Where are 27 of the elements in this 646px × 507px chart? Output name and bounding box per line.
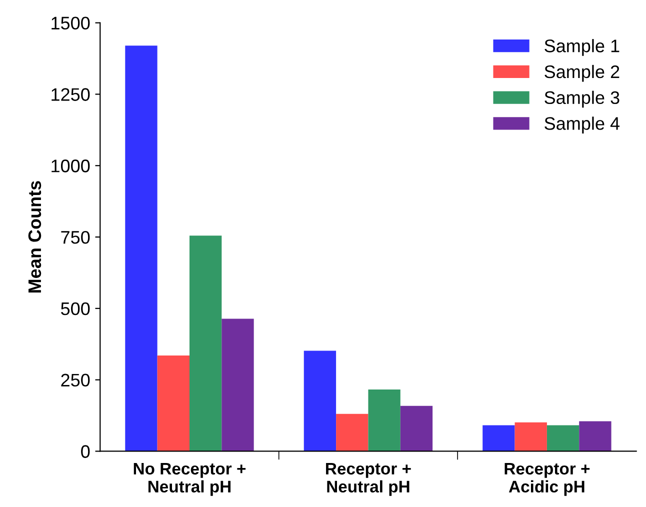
x-tick-label: No Receptor + Neutral pH: [134, 462, 246, 496]
bar: [336, 414, 368, 452]
y-tick-label: 750: [61, 230, 90, 244]
bar: [304, 350, 336, 452]
y-axis-title: Mean Counts: [28, 181, 42, 292]
bar: [125, 46, 158, 452]
bar: [222, 318, 254, 452]
bar: [368, 390, 400, 452]
bar: [482, 425, 515, 452]
y-tick-label: 500: [61, 302, 90, 316]
legend-label: Sample 1: [544, 39, 620, 56]
bar: [157, 356, 190, 452]
legend-label: Sample 3: [544, 90, 620, 108]
bar: [400, 406, 433, 452]
bar: [189, 236, 222, 452]
bar: [579, 421, 612, 452]
y-tick-label: 1000: [52, 160, 90, 172]
y-tick-label: 0: [81, 445, 90, 458]
bar: [514, 422, 547, 452]
x-tick-label: Receptor + Neutral pH: [326, 462, 411, 496]
bar: [546, 425, 580, 452]
legend-label: Sample 4: [544, 116, 620, 134]
y-tick-label: 1250: [52, 88, 90, 101]
y-tick-label: 250: [61, 374, 90, 387]
x-tick-label: Receptor + Acidic pH: [504, 462, 590, 496]
y-tick-label: 1500: [52, 16, 90, 30]
legend-label: Sample 2: [544, 64, 620, 82]
